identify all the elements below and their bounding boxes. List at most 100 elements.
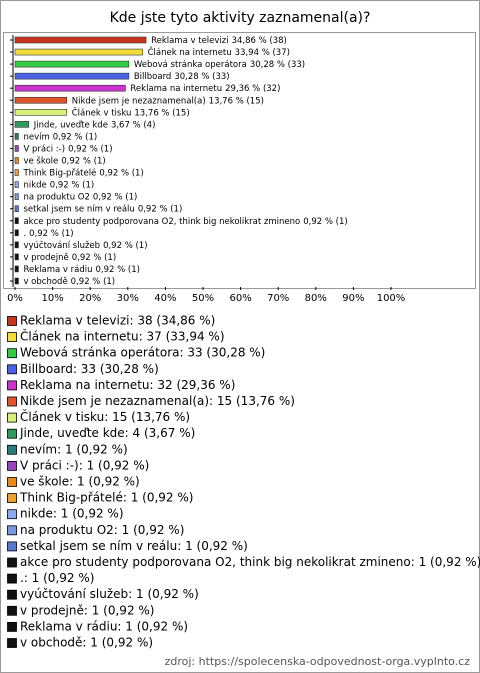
value-label: 34,86 % (38) — [232, 36, 287, 46]
bar — [14, 72, 130, 80]
legend-swatch — [7, 541, 17, 552]
legend-swatch — [7, 348, 17, 359]
legend-swatch — [7, 460, 17, 471]
legend-label: Článek v tisku: 15 (13,76 %) — [20, 409, 190, 424]
bar — [14, 60, 130, 68]
legend-swatch — [7, 396, 17, 407]
legend-label: setkal jsem se ním v reálu: 1 (0,92 %) — [20, 539, 248, 553]
legend-swatch — [7, 428, 17, 439]
category-label: Billboard — [134, 72, 171, 82]
category-label: v obchodě — [23, 277, 67, 287]
bar-label: akce pro studenty podporovana O2, think … — [23, 216, 347, 226]
legend-label: Nikde jsem je nezaznamenal(a): 15 (13,76… — [20, 394, 295, 408]
bar-label: v obchodě 0,92 % (1) — [23, 277, 115, 287]
x-tick-label: 90% — [342, 293, 364, 304]
category-label: nevím — [23, 132, 49, 142]
x-tick-label: 60% — [229, 293, 251, 304]
bar-label: . 0,92 % (1) — [23, 228, 73, 238]
value-label: 0,92 % (1) — [72, 252, 116, 262]
category-label: Reklama na internetu — [130, 84, 222, 94]
value-label: 0,92 % (1) — [103, 240, 147, 250]
bar — [14, 145, 19, 152]
value-label: 29,36 % (32) — [225, 84, 280, 94]
category-label: akce pro studenty podporovana O2, think … — [23, 216, 300, 226]
x-tick-label: 40% — [154, 293, 176, 304]
x-tick-label: 30% — [117, 293, 139, 304]
bar-label: ve škole 0,92 % (1) — [23, 155, 105, 166]
legend-swatch — [7, 412, 17, 423]
bar-label: V práci :-) 0,92 % (1) — [23, 144, 112, 154]
legend-label: Reklama v televizi: 38 (34,86 %) — [20, 314, 215, 328]
value-label: 0,92 % (1) — [29, 228, 73, 238]
bar — [14, 253, 19, 261]
bar — [14, 205, 19, 212]
value-label: 30,28 % (33) — [174, 72, 229, 82]
value-label: 0,92 % (1) — [68, 144, 112, 154]
bar-label: Webová stránka operátora 30,28 % (33) — [134, 60, 305, 70]
bar — [14, 36, 147, 44]
value-label: 0,92 % (1) — [93, 192, 137, 202]
legend-label: nikde: 1 (0,92 %) — [20, 507, 124, 521]
bar-label: Reklama na internetu 29,36 % (32) — [130, 84, 280, 94]
category-label: setkal jsem se ním v reálu — [23, 204, 134, 214]
legend-label: .: 1 (0,92 %) — [20, 571, 94, 585]
category-label: nikde — [23, 180, 46, 190]
bar-label: nevím 0,92 % (1) — [23, 132, 97, 142]
legend-swatch — [7, 605, 17, 616]
chart-title: Kde jste tyto aktivity zaznamenal(a)? — [110, 10, 371, 26]
value-label: 0,92 % (1) — [53, 132, 97, 142]
legend-label: Článek na internetu: 37 (33,94 %) — [20, 329, 225, 344]
bar — [14, 193, 19, 200]
value-label: 13,76 % (15) — [134, 108, 189, 118]
category-label: Jinde, uveďte kde — [33, 120, 108, 130]
legend-label: na produktu O2: 1 (0,92 %) — [20, 523, 184, 537]
value-label: 0,92 % (1) — [71, 277, 115, 287]
x-tick-label: 80% — [305, 293, 327, 304]
bar — [14, 133, 19, 140]
legend-swatch — [7, 444, 17, 455]
bar — [14, 265, 19, 273]
bar-label: Reklama v televizi 34,86 % (38) — [151, 36, 287, 46]
bar — [14, 217, 19, 225]
bar — [14, 157, 19, 164]
value-label: 0,92 % (1) — [303, 216, 347, 226]
x-tick-label: 50% — [192, 293, 214, 304]
legend-swatch — [7, 493, 17, 504]
legend-label: vyúčtování služeb: 1 (0,92 %) — [20, 587, 199, 601]
legend-swatch — [7, 364, 17, 375]
bar-label: Nikde jsem je nezaznamenal(a) 13,76 % (15… — [72, 96, 264, 106]
category-label: ve škole — [23, 155, 58, 166]
legend-swatch — [7, 622, 17, 632]
legend-label: Reklama v rádiu: 1 (0,92 %) — [20, 619, 188, 633]
value-label: 13,76 % (15) — [209, 96, 264, 106]
legend-label: Webová stránka operátora: 33 (30,28 %) — [20, 346, 265, 360]
category-label: vyúčtování služeb — [23, 239, 100, 250]
category-label: na produktu O2 — [23, 192, 89, 202]
category-label: Reklama v rádiu — [23, 264, 92, 274]
category-label: v prodejně — [23, 252, 68, 262]
bar — [14, 121, 30, 128]
legend-label: v prodejně: 1 (0,92 %) — [20, 603, 154, 617]
x-tick-label: 70% — [267, 293, 289, 304]
category-label: Článek na internetu — [148, 46, 232, 58]
bar — [14, 109, 68, 116]
bar — [14, 48, 143, 56]
category-label: . — [23, 228, 26, 238]
category-label: Reklama v televizi — [151, 36, 229, 46]
source: zdroj: https://spolecenska-odpovednost-o… — [165, 655, 471, 668]
bar-label: setkal jsem se ním v reálu 0,92 % (1) — [23, 204, 182, 214]
legend-swatch — [7, 316, 17, 326]
bar — [14, 96, 68, 104]
bar — [14, 277, 19, 285]
legend-swatch — [7, 509, 17, 520]
bar — [14, 229, 19, 237]
bar — [14, 241, 19, 249]
bar-label: Billboard 30,28 % (33) — [134, 72, 230, 82]
value-label: 0,92 % (1) — [138, 204, 182, 214]
legend-swatch — [7, 477, 17, 487]
bar-label: Článek v tisku 13,76 % (15) — [72, 106, 190, 118]
legend-label: v obchodě: 1 (0,92 %) — [20, 636, 153, 650]
bar-label: vyúčtování služeb 0,92 % (1) — [23, 239, 147, 250]
